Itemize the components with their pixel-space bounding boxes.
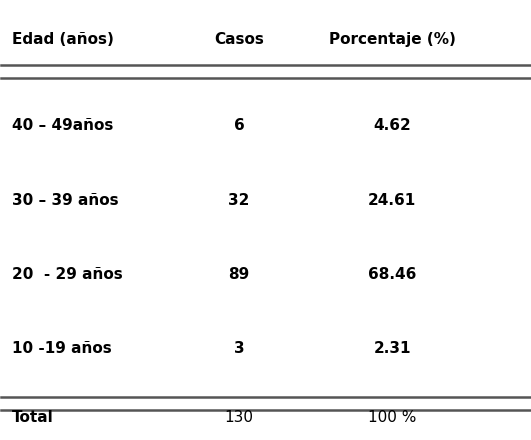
Text: 32: 32 bbox=[228, 193, 250, 208]
Text: 30 – 39 años: 30 – 39 años bbox=[12, 193, 118, 208]
Text: 10 -19 años: 10 -19 años bbox=[12, 341, 112, 356]
Text: 40 – 49años: 40 – 49años bbox=[12, 118, 113, 133]
Text: Total: Total bbox=[12, 411, 54, 425]
Text: 6: 6 bbox=[234, 118, 244, 133]
Text: 68.46: 68.46 bbox=[368, 267, 416, 282]
Text: Edad (años): Edad (años) bbox=[12, 32, 114, 47]
Text: 89: 89 bbox=[228, 267, 250, 282]
Text: 2.31: 2.31 bbox=[373, 341, 411, 356]
Text: Casos: Casos bbox=[214, 32, 264, 47]
Text: 130: 130 bbox=[225, 411, 254, 425]
Text: 24.61: 24.61 bbox=[368, 193, 416, 208]
Text: 100 %: 100 % bbox=[368, 411, 416, 425]
Text: 4.62: 4.62 bbox=[373, 118, 411, 133]
Text: 20  - 29 años: 20 - 29 años bbox=[12, 267, 123, 282]
Text: Porcentaje (%): Porcentaje (%) bbox=[329, 32, 456, 47]
Text: 3: 3 bbox=[234, 341, 244, 356]
